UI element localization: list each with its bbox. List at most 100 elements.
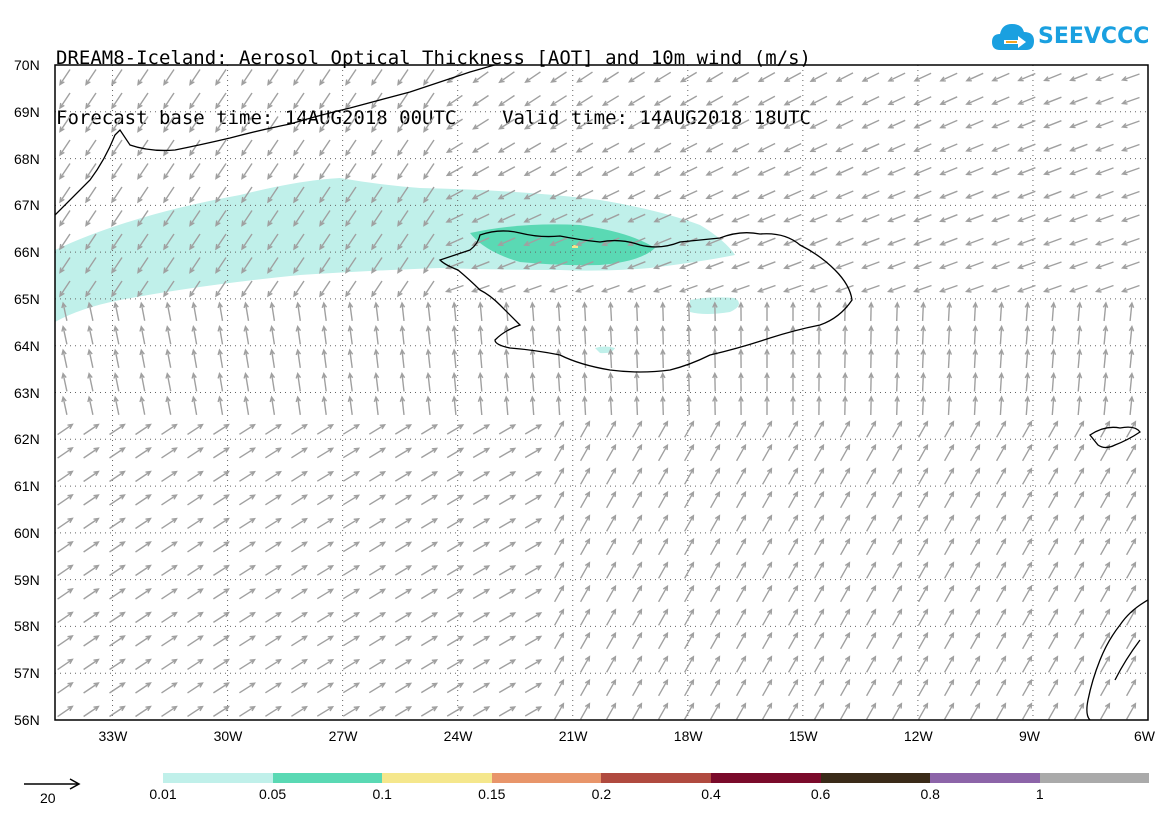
wind-arrow bbox=[420, 612, 439, 623]
wind-arrow bbox=[813, 584, 825, 603]
wind-arrow bbox=[111, 257, 123, 274]
wind-arrow bbox=[1050, 324, 1057, 345]
wind-arrow bbox=[1128, 372, 1135, 392]
wind-arrow bbox=[835, 143, 854, 153]
wind-arrow bbox=[738, 395, 744, 416]
wind-arrow bbox=[189, 280, 201, 298]
wind-arrow bbox=[113, 325, 120, 345]
lat-label: 60N bbox=[14, 524, 40, 541]
wind-arrow bbox=[239, 635, 256, 647]
wind-arrow bbox=[293, 92, 305, 110]
wind-arrow bbox=[969, 443, 981, 462]
wind-arrow bbox=[498, 447, 517, 459]
wind-arrow bbox=[524, 518, 543, 529]
wind-arrow bbox=[553, 443, 565, 462]
wind-arrow bbox=[113, 372, 120, 392]
aot-plume-mid bbox=[470, 224, 655, 266]
wind-arrow bbox=[498, 565, 517, 576]
wind-arrow bbox=[1073, 467, 1085, 485]
wind-arrow bbox=[813, 443, 825, 462]
lat-label: 64N bbox=[14, 337, 40, 354]
wind-arrow bbox=[712, 371, 718, 392]
wind-arrow bbox=[731, 213, 750, 223]
wind-arrow bbox=[241, 92, 253, 110]
wind-arrow bbox=[555, 371, 562, 392]
wind-arrow bbox=[705, 119, 724, 129]
wind-arrow bbox=[187, 541, 204, 553]
wind-arrow bbox=[969, 467, 981, 485]
wind-arrow bbox=[653, 213, 672, 223]
wind-arrow bbox=[660, 324, 666, 345]
wind-arrow bbox=[293, 139, 305, 157]
wind-arrow bbox=[163, 257, 175, 274]
wind-arrow bbox=[660, 395, 666, 416]
wind-arrow bbox=[809, 261, 828, 270]
wind-arrow bbox=[913, 166, 932, 176]
wind-arrow bbox=[657, 443, 669, 462]
wind-arrow bbox=[139, 325, 146, 345]
wind-arrow bbox=[787, 631, 799, 650]
wind-arrow bbox=[553, 420, 565, 438]
wind-arrow bbox=[1125, 608, 1137, 626]
colorbar-label: 1 bbox=[1035, 786, 1044, 802]
wind-arrow bbox=[809, 213, 828, 223]
wind-arrow bbox=[217, 325, 224, 345]
wind-arrow bbox=[472, 565, 491, 576]
wind-arrow bbox=[319, 69, 331, 86]
wind-arrow bbox=[61, 348, 68, 368]
wind-arrow bbox=[553, 655, 565, 673]
wind-arrow bbox=[319, 139, 331, 157]
wind-arrow bbox=[373, 325, 380, 345]
wind-arrow bbox=[321, 372, 328, 392]
wind-arrow bbox=[712, 324, 718, 345]
wind-arrow bbox=[420, 706, 439, 717]
wind-arrow bbox=[1047, 655, 1059, 673]
colorbar-label: 0.4 bbox=[701, 786, 721, 802]
wind-arrow bbox=[920, 324, 927, 345]
wind-arrow bbox=[83, 658, 100, 671]
wind-arrow bbox=[368, 447, 387, 459]
wind-arrow bbox=[553, 561, 565, 579]
wind-arrow bbox=[1047, 561, 1059, 579]
wind-arrow bbox=[83, 517, 100, 530]
wind-arrow bbox=[783, 166, 802, 176]
wind-arrow bbox=[839, 514, 851, 532]
wind-arrow bbox=[423, 186, 435, 204]
wind-arrow bbox=[574, 284, 594, 293]
wind-arrow bbox=[1125, 443, 1137, 462]
wind-arrow bbox=[446, 659, 465, 670]
wind-arrow bbox=[1094, 167, 1114, 176]
coastlines bbox=[55, 65, 1148, 720]
wind-arrow bbox=[342, 517, 361, 529]
wind-arrow bbox=[861, 119, 880, 129]
wind-arrow bbox=[477, 301, 484, 322]
lat-label: 58N bbox=[14, 618, 40, 635]
wind-arrow bbox=[217, 372, 224, 392]
wind-arrow bbox=[683, 631, 695, 650]
wind-arrow bbox=[368, 423, 387, 435]
wind-arrow bbox=[113, 395, 120, 415]
wind-arrow bbox=[472, 94, 489, 107]
wind-arrow bbox=[397, 116, 409, 133]
cloud-arrow-icon bbox=[992, 24, 1034, 50]
wind-arrow bbox=[269, 301, 276, 322]
wind-arrow bbox=[163, 139, 175, 157]
wind-arrow bbox=[735, 655, 747, 673]
wind-arrow bbox=[787, 702, 799, 720]
wind-arrow bbox=[913, 190, 932, 199]
wind-arrow bbox=[1094, 214, 1114, 223]
wind-arrow bbox=[783, 72, 802, 83]
wind-arrow bbox=[371, 116, 383, 133]
wind-arrow bbox=[109, 423, 126, 436]
wind-arrow bbox=[626, 284, 646, 293]
wind-arrow bbox=[345, 186, 357, 204]
wind-arrow bbox=[477, 371, 484, 392]
wind-arrow bbox=[213, 682, 230, 694]
wind-arrow bbox=[446, 565, 465, 576]
wind-arrow bbox=[394, 494, 413, 506]
wind-arrow bbox=[1073, 490, 1085, 509]
wind-arrow bbox=[631, 467, 643, 485]
wind-arrow bbox=[1094, 237, 1114, 246]
wind-arrow bbox=[87, 395, 94, 415]
